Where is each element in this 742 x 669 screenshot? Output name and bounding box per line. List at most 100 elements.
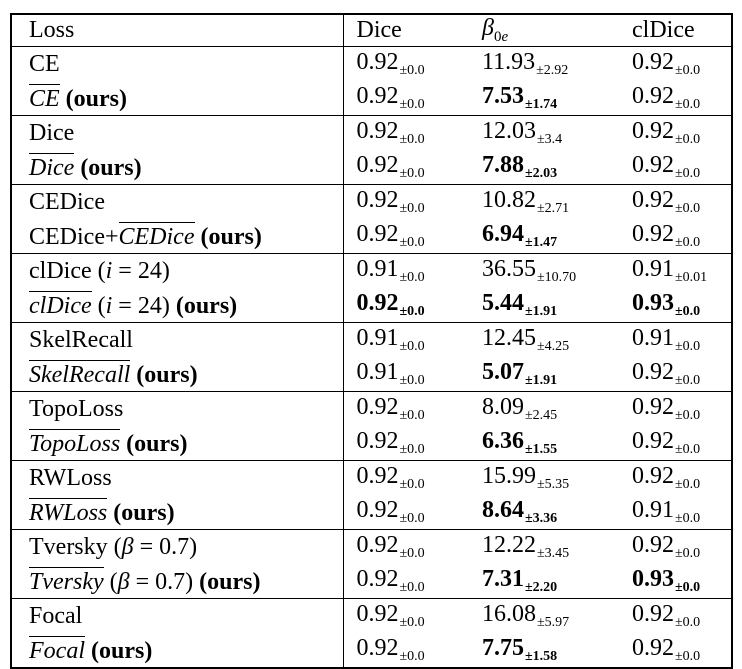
cldice-value-cell: 0.92±0.0 (631, 460, 732, 495)
loss-name-overlined: clDice (29, 290, 92, 319)
metric-value: 0.93 (632, 290, 674, 316)
metric-value: 36.55 (482, 256, 536, 282)
table-row: CEDice 0.92±0.0 10.82±2.71 0.92±0.0 (11, 184, 732, 219)
metric-std: ±1.91 (525, 304, 558, 319)
dice-value-cell: 0.92±0.0 (343, 460, 481, 495)
loss-label: CEDice (11, 184, 344, 219)
b0e-value-cell: 16.08±5.97 (481, 598, 631, 633)
loss-name-part: = 24) (112, 257, 170, 284)
b0e-value-cell: 7.31±2.20 (481, 564, 631, 599)
metric-std: ±0.0 (675, 442, 701, 457)
metric-value: 0.92 (632, 152, 674, 178)
cldice-value-cell: 0.91±0.0 (631, 495, 732, 530)
metric-value: 0.92 (632, 118, 674, 144)
metric-std: ±0.0 (399, 201, 425, 216)
b0e-value-cell: 10.82±2.71 (481, 184, 631, 219)
table-row: CEDice+CEDice (ours) 0.92±0.0 6.94±1.47 0.9… (11, 219, 732, 254)
metric-value: 0.92 (632, 463, 674, 489)
metric-value: 7.31 (482, 566, 524, 592)
dice-value-cell: 0.92±0.0 (343, 529, 481, 564)
loss-name-part: SkelRecall (29, 326, 133, 353)
metric-std: ±0.0 (675, 649, 701, 664)
loss-label: CE (11, 46, 344, 81)
metric-std: ±0.0 (399, 649, 425, 664)
b0e-value-cell: 12.45±4.25 (481, 322, 631, 357)
dice-value-cell: 0.91±0.0 (343, 253, 481, 288)
metric-value: 0.92 (632, 187, 674, 213)
b0e-value-cell: 36.55±10.70 (481, 253, 631, 288)
metric-std: ±5.97 (537, 615, 570, 630)
loss-name-part: Dice (29, 119, 75, 146)
table-row: CE (ours) 0.92±0.0 7.53±1.74 0.92±0.0 (11, 81, 732, 116)
metric-value: 0.92 (632, 532, 674, 558)
dice-value-cell: 0.92±0.0 (343, 46, 481, 81)
loss-label: CE (ours) (11, 81, 344, 116)
metric-std: ±0.0 (675, 132, 701, 147)
loss-name-part: i (105, 257, 113, 284)
metric-std: ±0.0 (399, 270, 425, 285)
loss-label: clDice (i = 24) (ours) (11, 288, 344, 323)
cldice-value-cell: 0.92±0.0 (631, 115, 732, 150)
metric-value: 0.92 (356, 49, 399, 75)
loss-name-overlined: RWLoss (29, 497, 108, 526)
dice-value-cell: 0.92±0.0 (343, 564, 481, 599)
table-row: CE 0.92±0.0 11.93±2.92 0.92±0.0 (11, 46, 732, 81)
loss-name-overlined: Focal (29, 635, 85, 664)
metric-value: 12.22 (482, 532, 536, 558)
metric-value: 15.99 (482, 463, 536, 489)
loss-name-part: Focal (29, 602, 83, 629)
metric-value: 0.92 (632, 601, 674, 627)
loss-name-part: TopoLoss (29, 395, 124, 422)
metric-std: ±0.0 (399, 63, 425, 78)
metric-std: ±0.0 (399, 235, 425, 250)
loss-name-part: β (121, 533, 134, 560)
metric-value: 10.82 (482, 187, 536, 213)
table-row: clDice (i = 24) 0.91±0.0 36.55±10.70 0.91±0… (11, 253, 732, 288)
metric-value: 12.03 (482, 118, 536, 144)
loss-label: Tversky (β = 0.7) (11, 529, 344, 564)
col-header-loss: Loss (11, 14, 344, 47)
loss-label: Dice (11, 115, 344, 150)
cldice-value-cell: 0.92±0.0 (631, 46, 732, 81)
loss-name-part: Tversky ( (29, 533, 122, 560)
cldice-value-cell: 0.92±0.0 (631, 633, 732, 668)
metric-value: 0.92 (356, 428, 399, 454)
metric-std: ±0.0 (399, 546, 425, 561)
cldice-value-cell: 0.92±0.0 (631, 184, 732, 219)
metric-value: 0.92 (356, 601, 399, 627)
metric-std: ±0.0 (399, 166, 425, 181)
loss-name-overlined: CE (29, 83, 60, 112)
metric-value: 8.64 (482, 497, 524, 523)
dice-value-cell: 0.91±0.0 (343, 357, 481, 392)
b0e-value-cell: 8.09±2.45 (481, 391, 631, 426)
ours-tag: (ours) (107, 499, 175, 526)
metric-std: ±0.0 (675, 63, 701, 78)
loss-label: TopoLoss (ours) (11, 426, 344, 461)
metric-value: 0.91 (356, 325, 399, 351)
loss-label: Tversky (β = 0.7) (ours) (11, 564, 344, 599)
metric-std: ±0.0 (399, 615, 425, 630)
loss-label: Dice (ours) (11, 150, 344, 185)
metric-std: ±0.0 (399, 408, 425, 423)
dice-value-cell: 0.92±0.0 (343, 288, 481, 323)
metric-value: 0.91 (632, 256, 674, 282)
metric-std: ±0.0 (675, 477, 701, 492)
metric-value: 0.91 (632, 497, 674, 523)
table-row: RWLoss 0.92±0.0 15.99±5.35 0.92±0.0 (11, 460, 732, 495)
metric-value: 7.53 (482, 83, 524, 109)
metric-std: ±1.55 (525, 442, 558, 457)
ours-tag: (ours) (84, 637, 153, 664)
metric-value: 0.92 (356, 463, 399, 489)
metric-std: ±0.01 (675, 270, 708, 285)
metric-std: ±0.0 (399, 304, 425, 319)
metric-value: 7.88 (482, 152, 524, 178)
loss-name-part: RWLoss (29, 464, 112, 491)
metric-value: 0.92 (356, 187, 399, 213)
metric-std: ±0.0 (675, 235, 701, 250)
beta-subscript-num: 0 (493, 29, 502, 45)
loss-label: TopoLoss (11, 391, 344, 426)
loss-name-part: = 24) (112, 292, 170, 319)
table-row: Focal (ours) 0.92±0.0 7.75±1.58 0.92±0.0 (11, 633, 732, 668)
ours-tag: (ours) (130, 361, 198, 388)
loss-name-overlined: Tversky (29, 566, 104, 595)
